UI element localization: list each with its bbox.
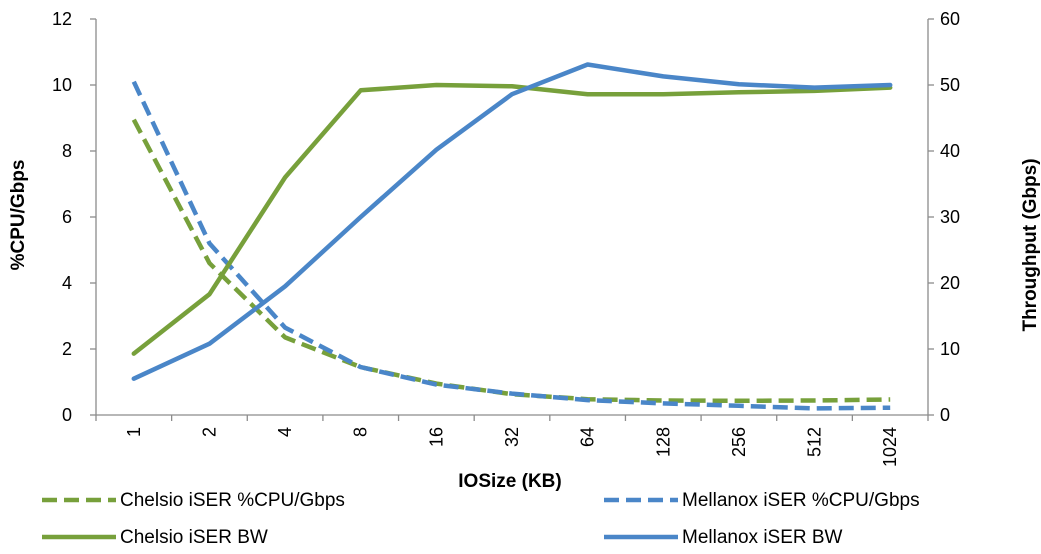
right-axis-title: Throughput (Gbps) (1020, 158, 1041, 331)
x-tick-label: 256 (729, 427, 749, 457)
right-tick-label: 60 (940, 9, 960, 29)
left-tick-label: 4 (62, 273, 72, 293)
x-tick-label: 4 (275, 427, 295, 437)
legend-item: Mellanox iSER BW (604, 527, 843, 548)
left-tick-label: 6 (62, 207, 72, 227)
right-tick-label: 10 (940, 339, 960, 359)
legend-label: Mellanox iSER BW (682, 527, 843, 548)
x-axis-title: IOSize (KB) (458, 471, 561, 492)
x-tick-label: 64 (578, 427, 598, 447)
legend-label: Chelsio iSER BW (120, 527, 268, 548)
right-tick-label: 40 (940, 141, 960, 161)
left-tick-label: 10 (52, 75, 72, 95)
left-axis-title: %CPU/Gbps (8, 160, 29, 271)
x-tick-label: 8 (351, 427, 371, 437)
x-tick-label: 1 (124, 427, 144, 437)
right-axis-ticks: 0 10 20 30 40 50 60 (928, 9, 960, 425)
x-tick-label: 16 (426, 427, 446, 447)
legend-label: Chelsio iSER %CPU/Gbps (120, 490, 345, 511)
series-line-2 (131, 80, 891, 411)
series-line-3 (131, 82, 893, 356)
x-tick-label: 2 (199, 427, 219, 437)
axes (95, 19, 929, 416)
series-layer (131, 62, 893, 411)
x-tick-label: 32 (502, 427, 522, 447)
legend: Chelsio iSER %CPU/Gbps Mellanox iSER %CPU… (42, 490, 920, 548)
x-tick-label: 128 (653, 427, 673, 457)
left-tick-label: 8 (62, 141, 72, 161)
x-tick-label: 512 (805, 427, 825, 457)
right-tick-label: 30 (940, 207, 960, 227)
legend-item: Chelsio iSER %CPU/Gbps (42, 490, 345, 511)
left-tick-label: 12 (52, 9, 72, 29)
series-line-4 (131, 62, 893, 381)
left-tick-label: 2 (62, 339, 72, 359)
left-axis-ticks: 0 2 4 6 8 10 12 (52, 9, 96, 425)
legend-item: Chelsio iSER BW (42, 527, 268, 548)
legend-label: Mellanox iSER %CPU/Gbps (682, 490, 920, 511)
right-tick-label: 20 (940, 273, 960, 293)
left-tick-label: 0 (62, 405, 72, 425)
legend-item: Mellanox iSER %CPU/Gbps (604, 490, 920, 511)
x-tick-label: 1024 (880, 427, 900, 467)
right-tick-label: 50 (940, 75, 960, 95)
series-line-1 (131, 118, 891, 404)
right-tick-label: 0 (940, 405, 950, 425)
x-axis-ticks: 1 2 4 8 16 32 64 128 256 512 1024 (95, 415, 929, 467)
